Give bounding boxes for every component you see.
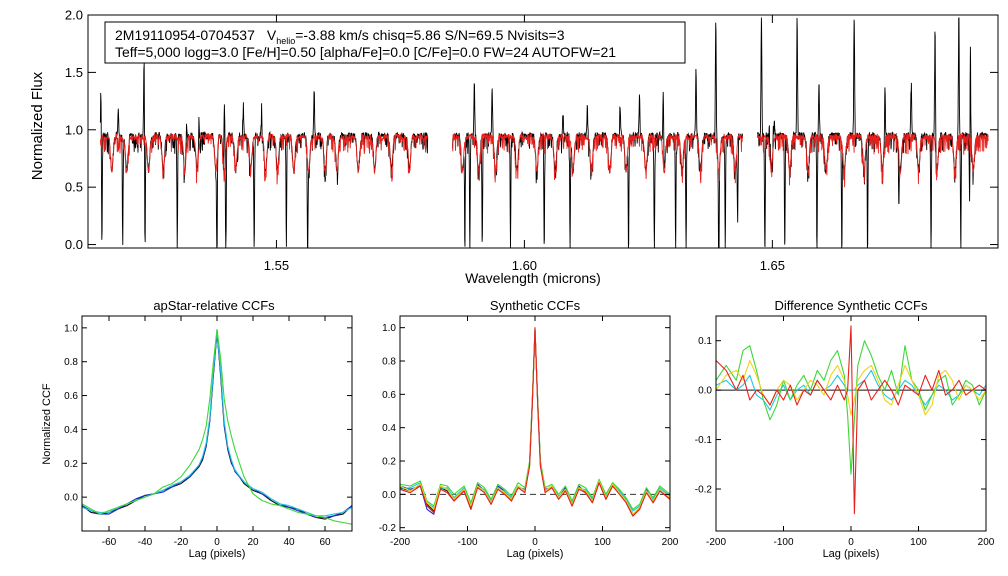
synthetic-ccf-x-axis-label: Lag (pixels) xyxy=(507,548,564,560)
apstar-ccf-title: apStar-relative CCFs xyxy=(153,298,275,313)
difference-ccf-panel: Difference Synthetic CCFs -200 -100 0 100 20… xyxy=(695,298,995,560)
y-tick-label: 1.0 xyxy=(65,122,83,137)
y-tick-label: 2.0 xyxy=(65,8,83,23)
ccf-trace-visit-4 xyxy=(715,325,987,515)
y-tick-label: 0.1 xyxy=(698,336,712,347)
x-tick-label: 200 xyxy=(978,537,995,548)
difference-ccf-title: Difference Synthetic CCFs xyxy=(775,298,928,313)
annotation-frame xyxy=(104,21,686,64)
spectrum-x-axis-label: Wavelength (microns) xyxy=(465,270,601,286)
spectrum-plot-frame xyxy=(87,14,999,249)
ccf-trace-visit-3 xyxy=(81,328,353,525)
difference-ccf-ticks: -200 -100 0 100 200 -0.2 -0.1 0.0 0.1 xyxy=(695,316,995,548)
difference-ccf-traces xyxy=(715,325,987,515)
x-tick-label: -100 xyxy=(457,537,477,548)
x-tick-label: -60 xyxy=(102,537,117,548)
synthetic-ccf-title: Synthetic CCFs xyxy=(490,298,581,313)
x-tick-label: 200 xyxy=(662,537,679,548)
synthetic-ccf-traces xyxy=(399,327,671,517)
model-spectrum-trace xyxy=(99,132,429,185)
y-tick-label: 0.8 xyxy=(382,357,396,368)
x-tick-label: 40 xyxy=(283,537,295,548)
x-tick-label: 1.55 xyxy=(264,258,289,273)
x-tick-label: 0 xyxy=(214,537,220,548)
apstar-ccf-x-axis-label: Lag (pixels) xyxy=(189,548,246,560)
x-tick-label: -20 xyxy=(174,537,189,548)
ccf-trace-visit-5 xyxy=(399,327,671,517)
y-tick-label: -0.2 xyxy=(695,484,713,495)
annotation-vhelio-subscript: helio xyxy=(276,36,295,46)
spectrum-annotation-box: 2M19110954-0704537 Vhelio=-3.88 km/s chis… xyxy=(104,21,686,64)
annotation-vhelio-values: =-3.88 km/s chisq=5.86 S/N=69.5 Nvisits=… xyxy=(295,27,564,43)
y-tick-label: 0.0 xyxy=(65,237,83,252)
x-tick-label: 0 xyxy=(848,537,854,548)
apstar-ccf-traces xyxy=(81,328,353,525)
spectrum-traces xyxy=(99,17,989,249)
spectrum-y-axis-label: Normalized Flux xyxy=(29,71,46,180)
y-tick-label: -0.2 xyxy=(379,523,397,534)
y-tick-label: 0.4 xyxy=(382,423,396,434)
x-tick-label: 60 xyxy=(319,537,331,548)
model-spectrum-trace xyxy=(757,132,989,188)
y-tick-label: 1.0 xyxy=(64,323,78,334)
x-tick-label: -200 xyxy=(390,537,410,548)
x-tick-label: -40 xyxy=(138,537,153,548)
apstar-ccf-y-axis-label: Normalized CCF xyxy=(41,383,53,465)
y-tick-label: 0.2 xyxy=(64,459,78,470)
spectrum-ticks: 1.55 1.60 1.65 0.0 0.5 1.0 1.5 2.0 xyxy=(65,8,998,273)
model-spectrum-trace xyxy=(452,132,744,184)
annotation-star-id: 2M19110954-0704537 xyxy=(115,27,255,43)
annotation-line-1: 2M19110954-0704537 Vhelio=-3.88 km/s chis… xyxy=(115,27,565,46)
x-tick-label: 1.65 xyxy=(760,258,785,273)
x-tick-label: -100 xyxy=(773,537,793,548)
y-tick-label: 0.6 xyxy=(382,390,396,401)
x-tick-label: 1.60 xyxy=(512,258,537,273)
x-tick-label: 20 xyxy=(247,537,259,548)
apstar-ccf-panel: apStar-relative CCFs -60 -40 -20 0 20 40 60 0.0… xyxy=(41,298,353,560)
y-tick-label: 1.0 xyxy=(382,323,396,334)
x-tick-label: -200 xyxy=(706,537,726,548)
y-tick-label: 0.2 xyxy=(382,457,396,468)
difference-ccf-x-axis-label: Lag (pixels) xyxy=(823,548,880,560)
annotation-vhelio-symbol: V xyxy=(267,27,277,43)
y-tick-label: 1.5 xyxy=(65,65,83,80)
y-tick-label: 0.8 xyxy=(64,357,78,368)
y-tick-label: 0.0 xyxy=(698,386,712,397)
y-tick-label: 0.5 xyxy=(65,180,83,195)
x-tick-label: 100 xyxy=(910,537,927,548)
synthetic-ccf-panel: Synthetic CCFs -200 -100 0 100 200 -0.2 0.0 0.2… xyxy=(379,298,679,560)
x-tick-label: 100 xyxy=(594,537,611,548)
y-tick-label: -0.1 xyxy=(695,435,713,446)
y-tick-label: 0.0 xyxy=(64,493,78,504)
apstar-ccf-ticks: -60 -40 -20 0 20 40 60 0.0 0.2 0.4 0.6 0.8 1.0 xyxy=(64,316,352,548)
y-tick-label: 0.6 xyxy=(64,391,78,402)
spectrum-panel: 1.55 1.60 1.65 0.0 0.5 1.0 1.5 2.0 Wavelength (… xyxy=(29,8,999,286)
y-tick-label: 0.4 xyxy=(64,425,78,436)
y-tick-label: 0.0 xyxy=(382,490,396,501)
annotation-line-2: Teff=5,000 logg=3.0 [Fe/H]=0.50 [alpha/F… xyxy=(115,44,616,60)
synthetic-ccf-ticks: -200 -100 0 100 200 -0.2 0.0 0.2 0.4 0.6 0.8 1.0 xyxy=(379,316,679,548)
x-tick-label: 0 xyxy=(532,537,538,548)
